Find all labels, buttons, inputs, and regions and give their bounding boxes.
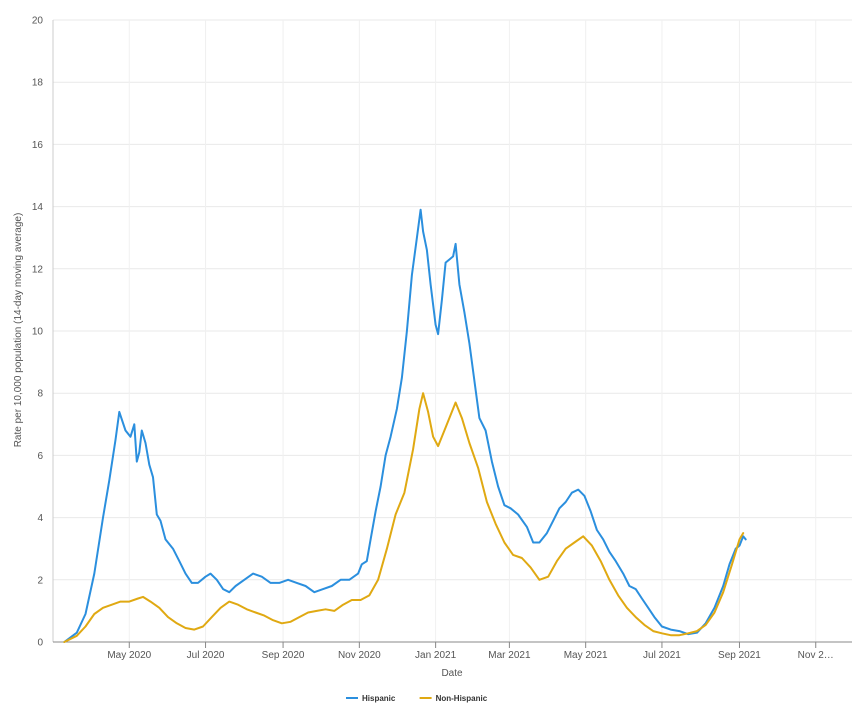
grid xyxy=(53,19,852,642)
x-tick-label: Jan 2021 xyxy=(415,650,457,661)
y-tick-label: 4 xyxy=(37,513,43,524)
x-tick-label: Jul 2020 xyxy=(187,650,225,661)
y-tick-label: 18 xyxy=(32,78,44,89)
y-tick-label: 20 xyxy=(32,16,44,27)
x-tick-label: May 2021 xyxy=(564,650,608,661)
x-tick-label: Sep 2020 xyxy=(262,650,305,661)
y-tick-label: 8 xyxy=(37,389,43,400)
series-lines xyxy=(63,208,747,643)
y-tick-label: 0 xyxy=(37,638,43,649)
y-tick-label: 6 xyxy=(37,451,43,462)
x-tick-label: Mar 2021 xyxy=(488,650,531,661)
axes: 0 2 4 6 8 10 12 14 16 18 20 May 2020 Jul 2020 Sep 202… xyxy=(32,16,852,661)
x-tick-label: Jul 2021 xyxy=(643,650,681,661)
series-line-hispanic xyxy=(63,208,747,643)
legend-item[interactable]: Hispanic xyxy=(346,694,396,703)
x-tick-label: May 2020 xyxy=(107,650,151,661)
x-tick-label: Sep 2021 xyxy=(718,650,761,661)
legend-label: Hispanic xyxy=(362,694,396,703)
y-tick-label: 14 xyxy=(32,202,44,213)
y-axis-title: Rate per 10,000 population (14-day movin… xyxy=(13,213,24,448)
x-tick-label: Nov 2020 xyxy=(338,650,381,661)
y-tick-label: 10 xyxy=(32,327,44,338)
legend-label: Non-Hispanic xyxy=(436,694,488,703)
x-tick-label: Nov 2… xyxy=(798,650,834,661)
legend-item[interactable]: Non-Hispanic xyxy=(419,694,488,703)
legend: Hispanic Non-Hispanic xyxy=(346,694,488,703)
y-tick-label: 16 xyxy=(32,140,44,151)
y-tick-label: 2 xyxy=(37,575,43,586)
y-tick-label: 12 xyxy=(32,264,44,275)
series-line-non-hispanic xyxy=(63,392,745,643)
x-axis-title: Date xyxy=(441,668,463,679)
